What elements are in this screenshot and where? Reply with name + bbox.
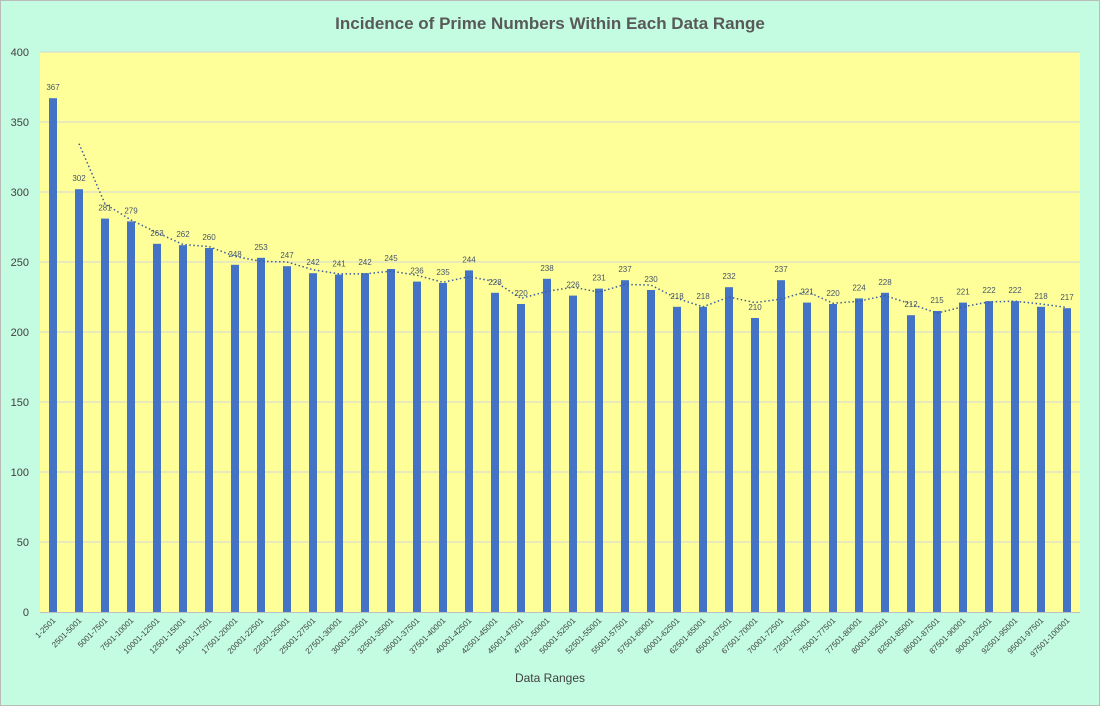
data-label: 210 bbox=[748, 303, 762, 312]
bar bbox=[803, 302, 811, 612]
y-tick-label: 50 bbox=[17, 537, 29, 549]
bar bbox=[673, 306, 681, 612]
data-label: 241 bbox=[332, 260, 346, 269]
bar bbox=[153, 243, 161, 613]
data-label: 237 bbox=[618, 265, 632, 274]
y-tick-label: 0 bbox=[23, 607, 29, 619]
bar bbox=[907, 315, 915, 612]
data-label: 221 bbox=[800, 288, 814, 297]
y-tick-label: 300 bbox=[11, 187, 29, 199]
bar bbox=[855, 298, 863, 612]
data-label: 228 bbox=[488, 278, 502, 287]
data-label: 281 bbox=[98, 204, 112, 213]
bar bbox=[127, 221, 135, 612]
bar bbox=[751, 318, 759, 612]
data-label: 232 bbox=[722, 272, 736, 281]
bar bbox=[621, 280, 629, 612]
data-label: 218 bbox=[696, 292, 710, 301]
data-label: 367 bbox=[46, 83, 60, 92]
bar bbox=[439, 283, 447, 612]
data-label: 226 bbox=[566, 281, 580, 290]
bar bbox=[829, 304, 837, 612]
data-label: 221 bbox=[956, 288, 970, 297]
bar bbox=[517, 304, 525, 612]
data-label: 302 bbox=[72, 174, 86, 183]
bar bbox=[49, 98, 57, 612]
bar bbox=[543, 278, 551, 612]
y-tick-label: 400 bbox=[11, 47, 29, 59]
bar bbox=[933, 311, 941, 612]
y-tick-label: 250 bbox=[11, 257, 29, 269]
data-label: 263 bbox=[150, 229, 164, 238]
data-label: 242 bbox=[358, 258, 372, 267]
bar bbox=[985, 301, 993, 612]
bar bbox=[465, 270, 473, 612]
data-label: 260 bbox=[202, 233, 216, 242]
data-label: 228 bbox=[878, 278, 892, 287]
data-label: 217 bbox=[1060, 293, 1074, 302]
x-tick-label: 1-2501 bbox=[33, 616, 57, 640]
bar bbox=[335, 274, 343, 612]
bar bbox=[491, 292, 499, 612]
data-label: 279 bbox=[124, 206, 138, 215]
bar bbox=[309, 273, 317, 612]
data-label: 242 bbox=[306, 258, 320, 267]
data-label: 220 bbox=[514, 289, 528, 298]
y-tick-label: 150 bbox=[11, 397, 29, 409]
bar bbox=[647, 290, 655, 612]
data-label: 218 bbox=[1034, 292, 1048, 301]
y-tick-label: 200 bbox=[11, 327, 29, 339]
x-axis-title: Data Ranges bbox=[514, 671, 586, 685]
bar bbox=[413, 281, 421, 612]
data-label: 218 bbox=[670, 292, 684, 301]
data-label: 220 bbox=[826, 289, 840, 298]
bar bbox=[1037, 306, 1045, 612]
data-label: 253 bbox=[254, 243, 268, 252]
y-tick-label: 100 bbox=[11, 467, 29, 479]
bar bbox=[387, 269, 395, 612]
bar bbox=[1063, 308, 1071, 612]
bar bbox=[361, 273, 369, 612]
data-label: 222 bbox=[1008, 286, 1022, 295]
bar bbox=[595, 288, 603, 612]
data-label: 247 bbox=[280, 251, 294, 260]
bar bbox=[777, 280, 785, 612]
data-label: 245 bbox=[384, 254, 398, 263]
data-label: 236 bbox=[410, 267, 424, 276]
data-label: 224 bbox=[852, 283, 866, 292]
bar bbox=[959, 302, 967, 612]
bar bbox=[205, 248, 213, 612]
data-label: 262 bbox=[176, 230, 190, 239]
data-label: 237 bbox=[774, 265, 788, 274]
data-label: 230 bbox=[644, 275, 658, 284]
data-label: 231 bbox=[592, 274, 606, 283]
bar bbox=[881, 292, 889, 612]
moving-average-trendline bbox=[78, 143, 1068, 314]
bar bbox=[231, 264, 239, 612]
data-label: 244 bbox=[462, 255, 476, 264]
bar bbox=[725, 287, 733, 612]
bar bbox=[75, 189, 83, 612]
bar bbox=[179, 245, 187, 612]
y-tick-label: 350 bbox=[11, 117, 29, 129]
data-label: 212 bbox=[904, 300, 918, 309]
bar bbox=[101, 218, 109, 612]
data-label: 238 bbox=[540, 264, 554, 273]
bar bbox=[569, 295, 577, 612]
bar bbox=[257, 257, 265, 612]
data-label: 222 bbox=[982, 286, 996, 295]
bar bbox=[699, 306, 707, 612]
data-label: 235 bbox=[436, 268, 450, 277]
data-label: 248 bbox=[228, 250, 242, 259]
data-label: 215 bbox=[930, 296, 944, 305]
chart-title: Incidence of Prime Numbers Within Each D… bbox=[335, 14, 765, 33]
bar bbox=[283, 266, 291, 612]
bar bbox=[1011, 301, 1019, 612]
